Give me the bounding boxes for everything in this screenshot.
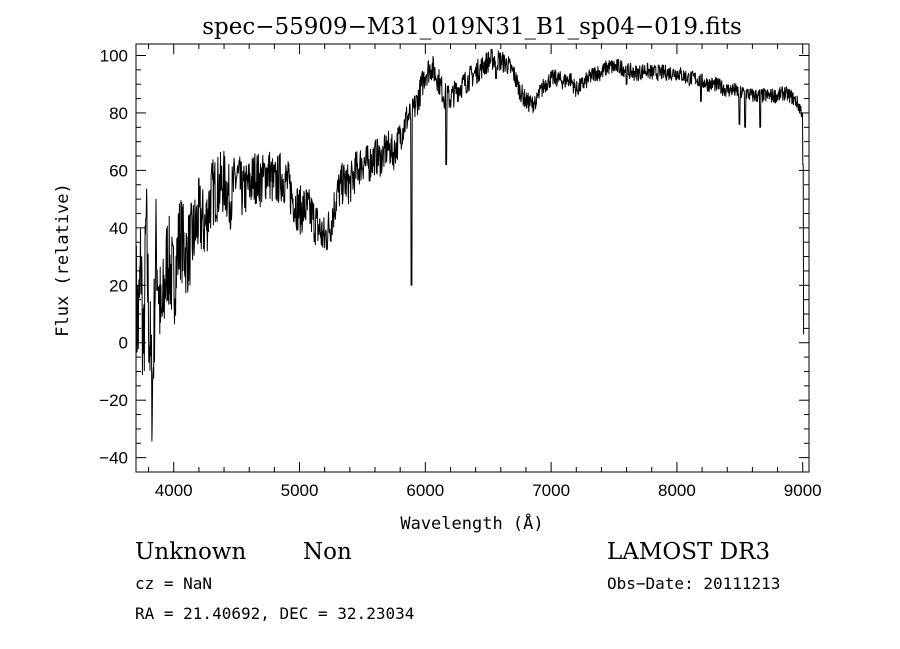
x-tick-label: 4000 [155, 481, 193, 500]
plot-frame [135, 43, 810, 473]
chart-title: spec−55909−M31_019N31_B1_sp04−019.fits [202, 14, 742, 40]
y-tick-label: 80 [109, 104, 128, 123]
x-axis-label: Wavelength (Å) [400, 512, 543, 534]
y-tick-label: 60 [109, 161, 128, 180]
y-tick-label: −20 [99, 391, 128, 410]
y-tick-label: −40 [99, 449, 128, 468]
spectrum-series-line [135, 48, 805, 442]
subclass-label: Non [303, 539, 352, 565]
y-tick-label: 20 [109, 276, 128, 295]
obs-date-text: Obs−Date: 20111213 [607, 574, 780, 593]
class-label: Unknown [135, 539, 246, 565]
survey-label: LAMOST DR3 [607, 539, 770, 565]
x-tick-label: 8000 [658, 481, 696, 500]
x-tick-label: 6000 [406, 481, 444, 500]
y-tick-label: 0 [119, 334, 128, 353]
x-tick-label: 5000 [281, 481, 319, 500]
y-tick-label: 100 [100, 46, 128, 65]
x-tick-label: 9000 [784, 481, 822, 500]
x-tick-label: 7000 [532, 481, 570, 500]
y-tick-label: 40 [109, 219, 128, 238]
y-axis-label: Flux (relative) [53, 183, 73, 337]
radec-text: RA = 21.40692, DEC = 32.23034 [135, 604, 414, 623]
plot-area: 4000 5000 6000 7000 8000 9000 −40 −20 0 20 40 60 80 1… [99, 43, 822, 500]
cz-text: cz = NaN [135, 574, 212, 593]
